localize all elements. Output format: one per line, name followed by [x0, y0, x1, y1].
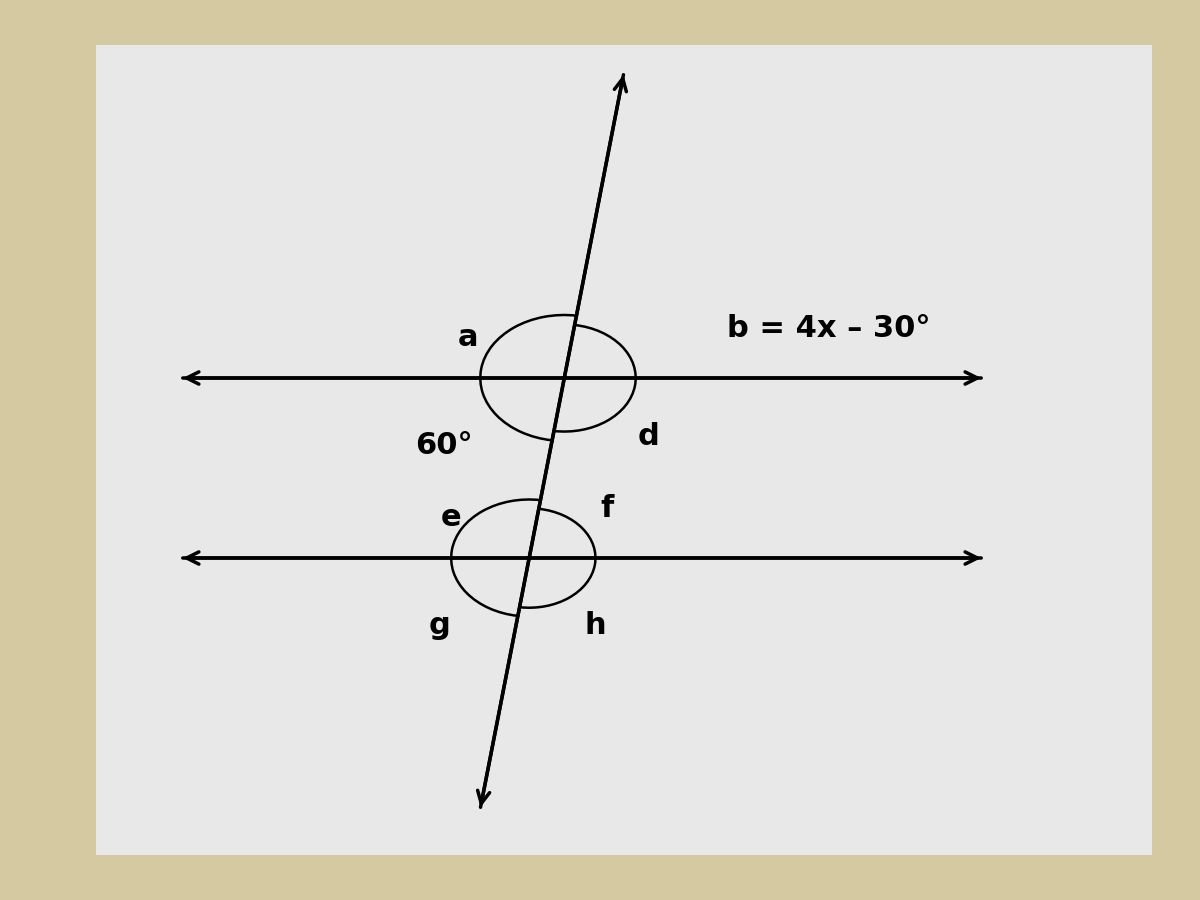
Text: f: f [600, 494, 613, 523]
Text: d: d [637, 422, 659, 451]
Text: g: g [428, 611, 450, 640]
Text: e: e [440, 503, 462, 532]
Text: a: a [458, 323, 479, 352]
Text: h: h [584, 611, 606, 640]
Bar [96, 45, 1152, 855]
Text: b = 4x – 30°: b = 4x – 30° [726, 314, 930, 343]
Text: 60°: 60° [415, 431, 473, 460]
